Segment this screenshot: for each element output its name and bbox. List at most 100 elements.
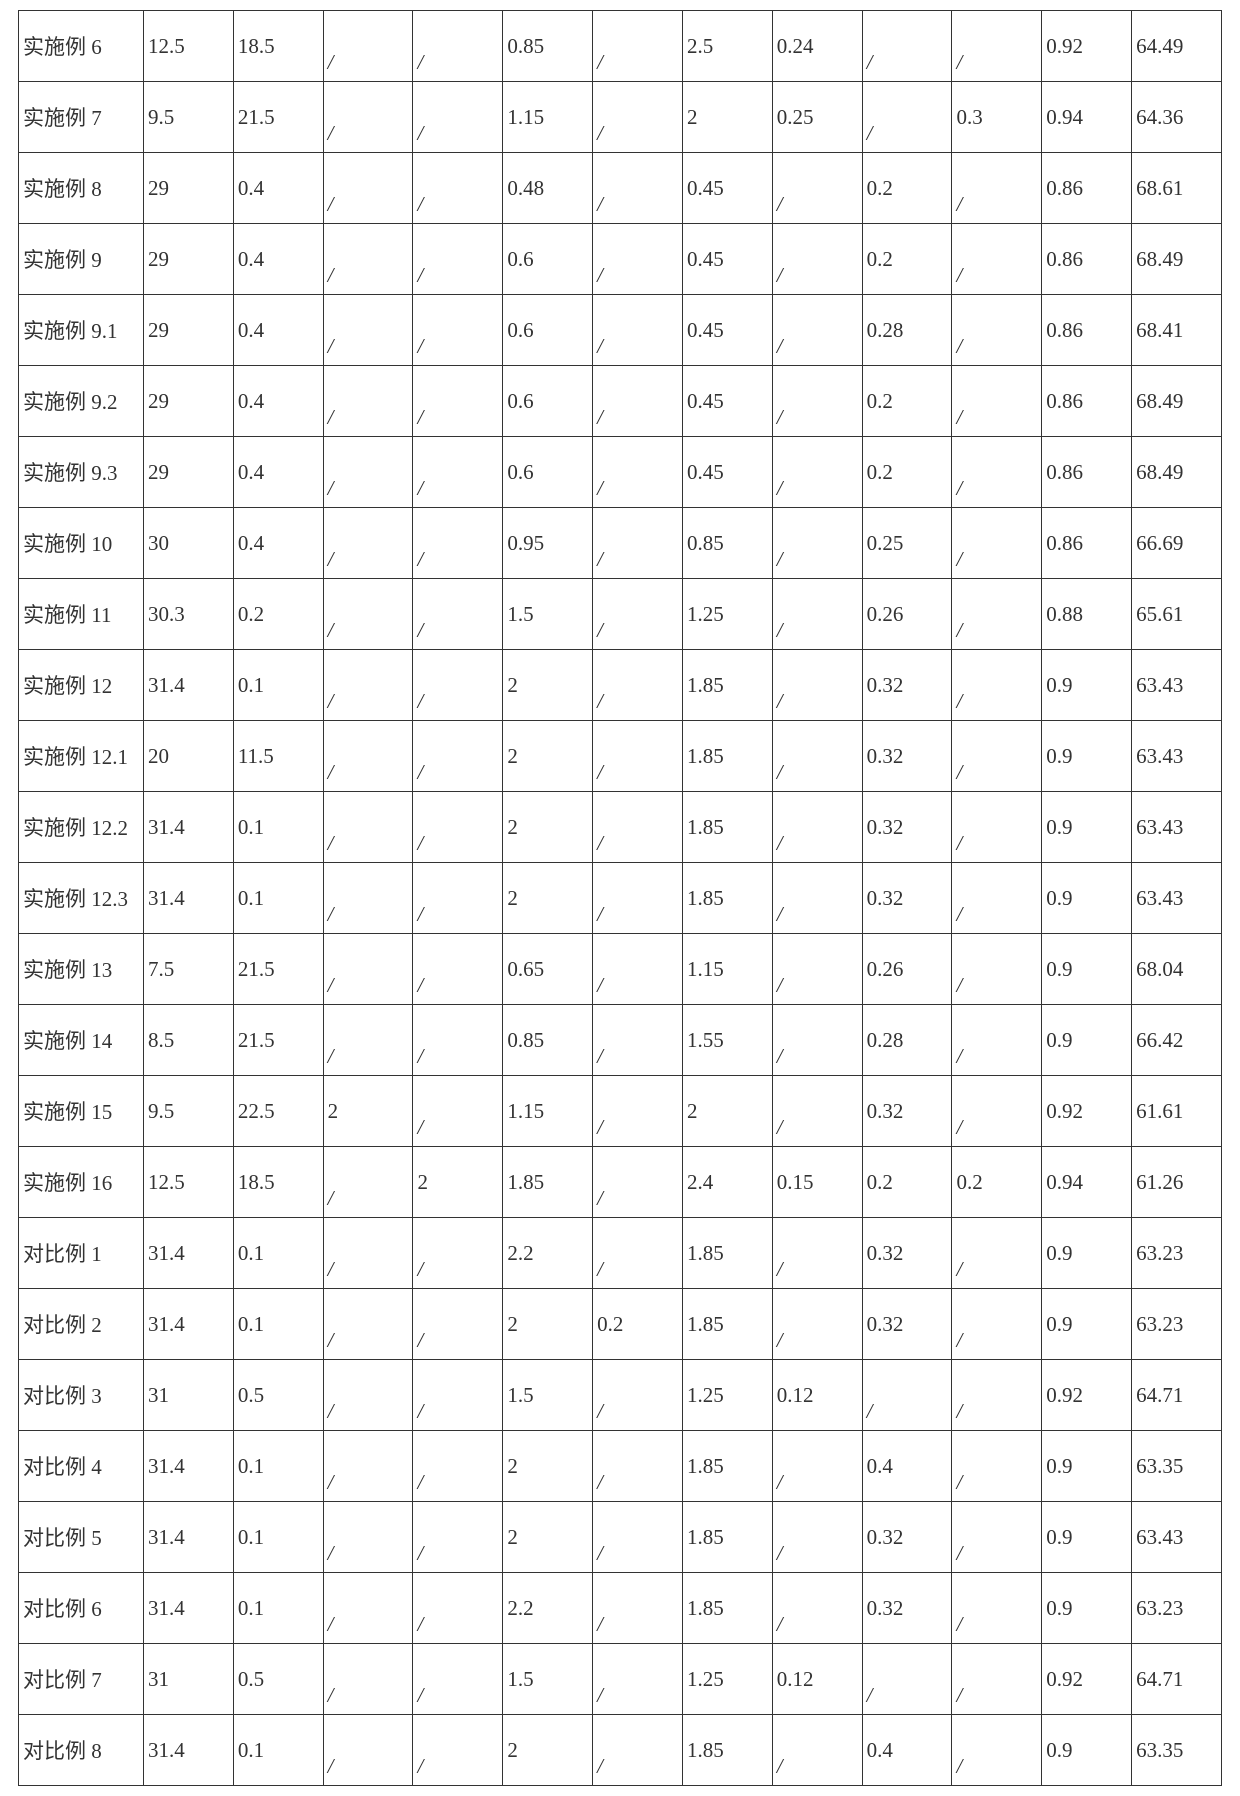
table-cell: 0.85 [503,1005,593,1076]
table-cell: / [772,1218,862,1289]
table-cell: 实施例 7 [19,82,144,153]
data-table: 实施例 612.518.5//0.85/2.50.24//0.9264.49实施… [18,10,1222,1786]
table-cell: / [413,1715,503,1786]
table-cell: / [772,721,862,792]
table-cell: 0.26 [862,579,952,650]
table-cell: 31.4 [144,1573,234,1644]
table-cell: 0.95 [503,508,593,579]
table-cell: 实施例 9.2 [19,366,144,437]
table-cell: / [413,1289,503,1360]
table-row: 实施例 9.1290.4//0.6/0.45/0.28/0.8668.41 [19,295,1222,366]
table-cell: 31.4 [144,1431,234,1502]
table-cell: / [952,1005,1042,1076]
table-cell: 0.3 [952,82,1042,153]
table-cell: 66.42 [1132,1005,1222,1076]
table-cell: 68.61 [1132,153,1222,224]
table-cell: 63.35 [1132,1431,1222,1502]
table-cell: 68.49 [1132,224,1222,295]
table-cell: / [323,11,413,82]
table-cell: 实施例 16 [19,1147,144,1218]
table-cell: 0.32 [862,863,952,934]
table-cell: / [413,1644,503,1715]
table-row: 实施例 12.231.40.1//2/1.85/0.32/0.963.43 [19,792,1222,863]
table-cell: 68.49 [1132,366,1222,437]
table-cell: / [772,1431,862,1502]
table-cell: / [593,1360,683,1431]
table-cell: / [323,934,413,1005]
table-cell: / [952,721,1042,792]
table-cell: / [323,1289,413,1360]
table-cell: 0.85 [503,11,593,82]
table-cell: 对比例 7 [19,1644,144,1715]
table-cell: / [593,508,683,579]
table-cell: 0.2 [862,224,952,295]
table-cell: 30.3 [144,579,234,650]
table-cell: 63.35 [1132,1715,1222,1786]
table-cell: 1.15 [503,1076,593,1147]
table-cell: 0.1 [233,863,323,934]
table-cell: 63.43 [1132,721,1222,792]
table-cell: / [593,1573,683,1644]
table-cell: / [952,792,1042,863]
table-cell: 0.5 [233,1360,323,1431]
table-cell: 0.88 [1042,579,1132,650]
table-cell: / [323,1218,413,1289]
table-row: 对比例 531.40.1//2/1.85/0.32/0.963.43 [19,1502,1222,1573]
table-cell: 21.5 [233,82,323,153]
table-cell: 1.85 [682,1218,772,1289]
table-cell: 61.61 [1132,1076,1222,1147]
table-cell: 31.4 [144,863,234,934]
table-cell: 11.5 [233,721,323,792]
table-cell: 2 [503,650,593,721]
table-cell: 0.1 [233,1502,323,1573]
table-cell: / [952,1218,1042,1289]
table-cell: 0.86 [1042,224,1132,295]
table-cell: 1.15 [682,934,772,1005]
table-cell: 对比例 1 [19,1218,144,1289]
table-cell: 0.1 [233,1289,323,1360]
table-cell: 0.12 [772,1644,862,1715]
table-cell: / [413,11,503,82]
table-cell: 实施例 13 [19,934,144,1005]
table-cell: 实施例 9.1 [19,295,144,366]
table-cell: / [593,11,683,82]
table-cell: 0.9 [1042,1715,1132,1786]
table-cell: 对比例 2 [19,1289,144,1360]
table-cell: 0.45 [682,153,772,224]
table-cell: / [323,153,413,224]
table-cell: 0.94 [1042,1147,1132,1218]
table-cell: 0.94 [1042,82,1132,153]
table-cell: / [772,1289,862,1360]
table-cell: 0.2 [233,579,323,650]
table-cell: 实施例 11 [19,579,144,650]
table-cell: 1.85 [682,1502,772,1573]
table-cell: 31.4 [144,1289,234,1360]
table-cell: 0.12 [772,1360,862,1431]
table-cell: 0.15 [772,1147,862,1218]
table-cell: 1.85 [682,721,772,792]
table-cell: / [323,579,413,650]
table-cell: 1.85 [682,1289,772,1360]
table-cell: 实施例 12 [19,650,144,721]
table-cell: / [952,1715,1042,1786]
table-cell: 7.5 [144,934,234,1005]
table-cell: 12.5 [144,11,234,82]
table-cell: 0.4 [862,1431,952,1502]
table-cell: 0.24 [772,11,862,82]
table-cell: 31.4 [144,1218,234,1289]
table-cell: 31.4 [144,650,234,721]
table-cell: / [593,1218,683,1289]
table-cell: / [952,153,1042,224]
table-cell: 0.32 [862,650,952,721]
table-cell: / [952,366,1042,437]
table-cell: 65.61 [1132,579,1222,650]
table-cell: 0.26 [862,934,952,1005]
table-cell: / [772,1076,862,1147]
table-cell: 对比例 6 [19,1573,144,1644]
table-cell: 0.9 [1042,1502,1132,1573]
table-cell: 0.9 [1042,1289,1132,1360]
table-cell: 0.4 [862,1715,952,1786]
table-cell: 0.86 [1042,366,1132,437]
table-cell: / [323,224,413,295]
table-cell: 实施例 12.1 [19,721,144,792]
